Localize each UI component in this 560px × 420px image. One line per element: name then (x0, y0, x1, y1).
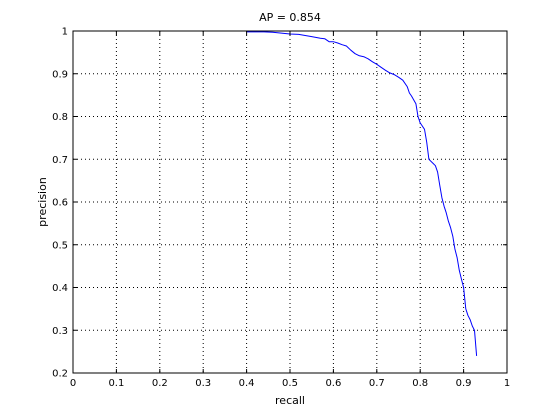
y-tick-label: 0.2 (52, 369, 68, 380)
x-tick-label: 0.4 (239, 378, 255, 389)
series-layer (246, 31, 478, 356)
chart-title: AP = 0.854 (259, 11, 321, 24)
x-tick-label: 1 (504, 378, 510, 389)
y-tick-label: 0.3 (52, 326, 68, 337)
y-tick-label: 0.9 (52, 69, 68, 80)
x-tick-label: 0 (70, 378, 76, 389)
x-tick-label: 0.7 (369, 378, 385, 389)
x-tick-label: 0.8 (412, 378, 428, 389)
ticks: 0 0.1 0.2 0.3 0.4 0.5 0.6 0.7 0.8 0.9 1 0.2 0.3 0.4 0.… (52, 27, 510, 390)
y-tick-label: 0.8 (52, 112, 68, 123)
x-tick-label: 0.2 (152, 378, 168, 389)
y-tick-label: 0.5 (52, 240, 68, 251)
grid (73, 31, 507, 373)
y-tick-label: 0.4 (52, 283, 68, 294)
x-tick-label: 0.5 (282, 378, 298, 389)
x-tick-label: 0.3 (195, 378, 211, 389)
precision-recall-curve (246, 31, 478, 356)
y-tick-label: 0.6 (52, 198, 68, 209)
x-axis-label: recall (275, 394, 305, 407)
y-axis-label: precision (36, 177, 49, 227)
y-tick-label: 1 (62, 27, 68, 38)
x-tick-label: 0.1 (108, 378, 124, 389)
x-tick-label: 0.6 (325, 378, 341, 389)
y-tick-label: 0.7 (52, 155, 68, 166)
x-tick-label: 0.9 (456, 378, 472, 389)
